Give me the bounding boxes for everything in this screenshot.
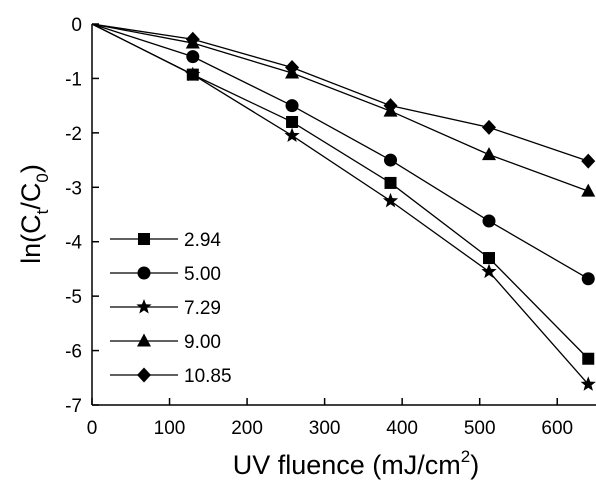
x-tick-label: 200 bbox=[231, 418, 263, 439]
data-point bbox=[384, 176, 397, 189]
data-point bbox=[384, 153, 398, 167]
legend-marker bbox=[137, 333, 151, 347]
series-line bbox=[91, 23, 589, 162]
series-circle bbox=[91, 23, 595, 286]
x-tick-label: 600 bbox=[541, 418, 573, 439]
series-layer bbox=[91, 23, 596, 391]
x-axis-title: UV fluence (mJ/cm2) bbox=[233, 447, 480, 480]
data-point bbox=[185, 31, 200, 47]
legend-label: 5.00 bbox=[184, 264, 221, 285]
data-point bbox=[285, 60, 300, 76]
data-point bbox=[481, 263, 497, 279]
data-point bbox=[185, 66, 201, 82]
x-tick-label: 100 bbox=[154, 418, 186, 439]
legend-marker bbox=[137, 367, 151, 383]
y-tick-label: -5 bbox=[65, 287, 82, 308]
legend-label: 7.29 bbox=[184, 298, 221, 319]
y-tick-label: -2 bbox=[65, 124, 82, 145]
legend-marker bbox=[136, 299, 152, 314]
y-tick-label: -6 bbox=[65, 342, 82, 363]
x-axis-title-tail: ) bbox=[470, 450, 479, 480]
series-triangle bbox=[91, 23, 596, 197]
legend-marker bbox=[138, 233, 150, 245]
y-tick-label: -7 bbox=[65, 396, 82, 417]
y-axis-title-sub2: 0 bbox=[33, 173, 52, 182]
data-point bbox=[286, 115, 299, 128]
data-point bbox=[582, 352, 595, 365]
data-point bbox=[481, 147, 496, 161]
y-tick-label: -3 bbox=[65, 178, 82, 199]
y-tick-label: -4 bbox=[65, 233, 82, 254]
data-point bbox=[482, 214, 496, 228]
legend: 2.94 5.00 7.29 9.00 10.85 bbox=[110, 230, 232, 387]
data-point bbox=[382, 192, 399, 208]
y-axis-title-mid: /C bbox=[16, 183, 46, 210]
data-point bbox=[580, 376, 596, 391]
y-axis-title-sub1: t bbox=[33, 209, 52, 214]
x-tick-label: 0 bbox=[87, 418, 98, 439]
data-point bbox=[481, 119, 496, 135]
data-point bbox=[284, 127, 300, 143]
x-tick-label: 500 bbox=[464, 418, 496, 439]
legend-item: 9.00 bbox=[110, 332, 221, 353]
series-line bbox=[91, 23, 589, 360]
y-tick-label: -1 bbox=[65, 69, 82, 90]
series-line bbox=[91, 23, 589, 385]
data-point bbox=[186, 50, 200, 64]
legend-label: 10.85 bbox=[184, 366, 232, 387]
x-tick-label: 400 bbox=[386, 418, 418, 439]
data-point bbox=[581, 272, 595, 286]
axes: 0 100 200 300 400 500 600 0 -1 -2 -3 -4 -5 -6 -7 bbox=[65, 15, 596, 439]
legend-marker bbox=[137, 266, 151, 280]
data-point bbox=[482, 252, 495, 265]
legend-item: 10.85 bbox=[110, 366, 232, 387]
data-point bbox=[383, 98, 398, 114]
series-square bbox=[91, 23, 595, 365]
legend-label: 2.94 bbox=[184, 230, 221, 251]
legend-item: 7.29 bbox=[110, 298, 221, 319]
series-diamond bbox=[91, 23, 596, 169]
x-axis-title-sup: 2 bbox=[461, 447, 470, 466]
y-axis-title-suffix: ) bbox=[16, 164, 46, 173]
y-axis-title-prefix: ln(C bbox=[16, 214, 46, 264]
series-star bbox=[91, 23, 596, 391]
data-point bbox=[285, 99, 299, 113]
series-line bbox=[91, 23, 589, 192]
x-tick-label: 300 bbox=[309, 418, 341, 439]
y-tick-label: 0 bbox=[71, 15, 82, 36]
data-point bbox=[581, 153, 596, 169]
x-axis-title-main: UV fluence (mJ/cm bbox=[233, 450, 461, 480]
legend-label: 9.00 bbox=[184, 332, 221, 353]
data-point bbox=[581, 183, 596, 197]
legend-item: 5.00 bbox=[110, 264, 221, 285]
y-axis-title: ln(Ct/C0) bbox=[16, 164, 52, 264]
legend-item: 2.94 bbox=[110, 230, 221, 251]
series-line bbox=[91, 23, 589, 280]
